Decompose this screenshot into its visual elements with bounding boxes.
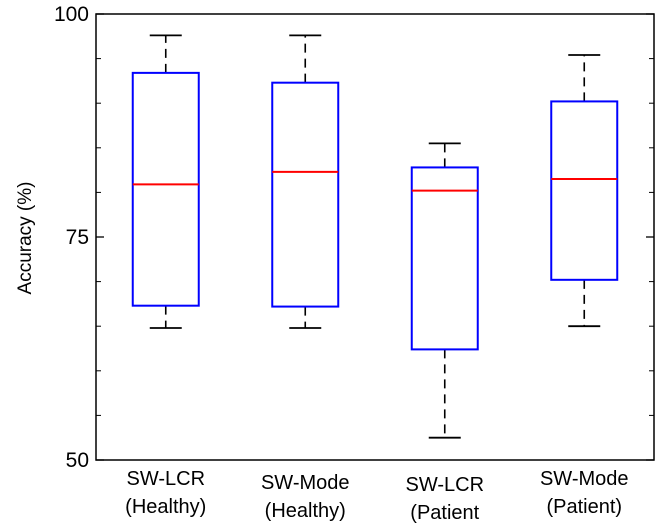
y-tick-label: 100 (54, 3, 89, 26)
box-1 (131, 34, 200, 329)
x-category-label: SW-LCR (Patient (405, 474, 484, 524)
category-name: SW-LCR (405, 474, 484, 496)
y-tick-label: 50 (66, 449, 89, 472)
plot-frame (95, 13, 655, 461)
y-axis-title: Accuracy (%) (15, 182, 36, 295)
iqr-box (271, 81, 340, 308)
x-category-label: SW-Mode (Healthy) (261, 472, 350, 522)
category-name: SW-Mode (540, 468, 629, 490)
category-group: (Healthy) (125, 496, 206, 518)
category-name: SW-Mode (261, 472, 350, 494)
iqr-box (131, 71, 200, 307)
category-group: (Patient) (546, 496, 622, 518)
box-4 (550, 54, 619, 328)
category-group: (Patient (410, 502, 479, 524)
box-2 (271, 34, 340, 329)
category-name: SW-LCR (126, 468, 205, 490)
box-3 (410, 142, 479, 439)
iqr-box (410, 166, 479, 351)
y-tick-label: 75 (66, 226, 89, 249)
iqr-box (550, 100, 619, 281)
x-category-label: SW-Mode (Patient) (540, 468, 629, 518)
category-group: (Healthy) (265, 500, 346, 522)
x-category-label: SW-LCR (Healthy) (125, 468, 206, 518)
